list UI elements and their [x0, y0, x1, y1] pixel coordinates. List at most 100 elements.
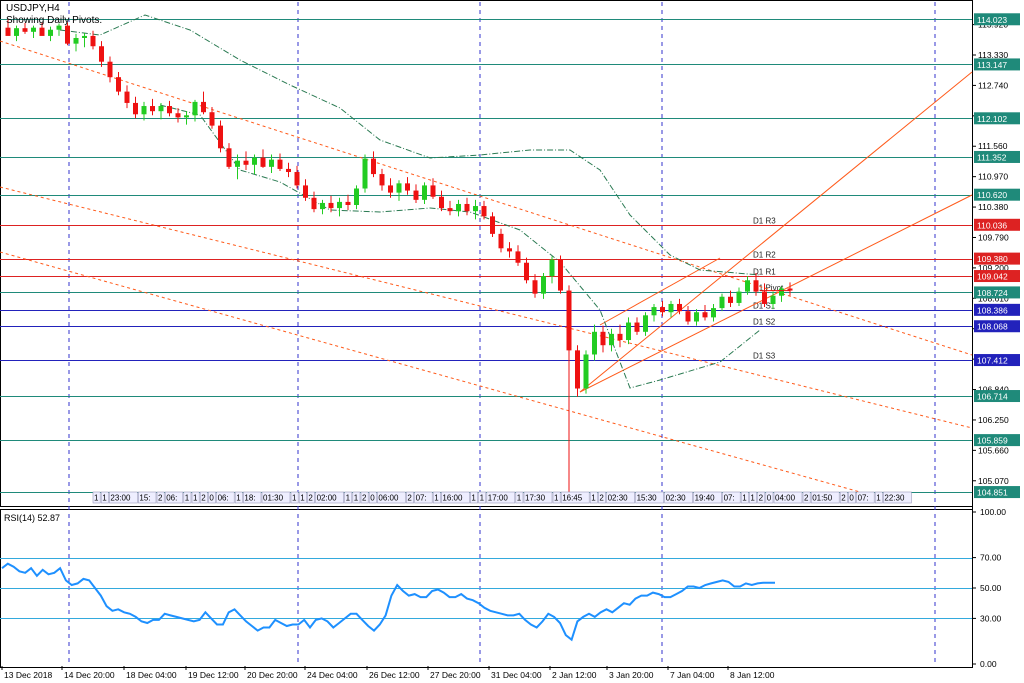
time-tag-20 [360, 491, 369, 504]
price-tick-label-6: 110.380 [978, 202, 1008, 212]
candle-body-56 [481, 206, 487, 217]
main-panel-frame [0, 0, 973, 507]
candle-body-31 [269, 159, 274, 167]
time-tag-label-28: 1 [480, 494, 485, 503]
time-tag-label-46: 2 [804, 494, 809, 503]
candle-body-57 [490, 216, 495, 234]
level-box-107.412 [974, 354, 1020, 367]
time-tag-21 [368, 491, 377, 504]
candle-body-67 [575, 350, 580, 389]
time-tag-14 [290, 491, 299, 504]
price-tick-label-2: 112.740 [978, 80, 1008, 90]
time-tag-5 [164, 491, 184, 504]
time-tag-label-27: 1 [471, 494, 476, 503]
pivot-tag-5: D1 R3 [753, 217, 776, 226]
time-tag-1 [100, 491, 109, 504]
candle-body-3 [31, 27, 36, 32]
price-tick-label-1: 113.330 [978, 50, 1008, 60]
time-tag-label-42: 1 [750, 494, 755, 503]
level-box-110.036 [974, 218, 1020, 231]
time-tag-label-38: 02:30 [666, 494, 687, 503]
time-tag-47 [810, 491, 840, 504]
candle-body-89 [762, 291, 767, 304]
time-tag-51 [874, 491, 883, 504]
candle-body-18 [158, 106, 164, 112]
time-tag-42 [749, 491, 757, 504]
time-tag-50 [856, 491, 875, 504]
candle-body-84 [719, 296, 725, 309]
time-tag-label-40: 07: [724, 494, 735, 503]
level-box-109.380 [974, 252, 1020, 265]
time-tag-label-12: 18: [244, 494, 255, 503]
candle-body-8 [73, 37, 79, 44]
level-box-104.851 [974, 486, 1020, 499]
candle-body-51 [439, 196, 444, 209]
time-tag-label-45: 04:00 [775, 494, 796, 503]
x-label-7: 27 Dec 20:00 [430, 670, 481, 680]
time-tag-label-32: 1 [554, 494, 559, 503]
time-tag-45 [773, 491, 803, 504]
price-tick-label-5: 110.970 [978, 172, 1008, 182]
time-tag-label-1: 1 [102, 494, 107, 503]
time-tag-31 [523, 491, 553, 504]
time-tag-label-9: 0 [209, 494, 214, 503]
time-tag-label-18: 1 [346, 494, 351, 503]
candle-body-38 [328, 202, 334, 209]
candle-body-35 [303, 185, 308, 198]
time-tag-label-5: 06: [166, 494, 177, 503]
time-tag-label-0: 1 [94, 494, 99, 503]
time-tag-17 [315, 491, 344, 504]
candle-body-27 [235, 160, 240, 167]
time-tag-label-50: 07: [858, 494, 869, 503]
candle-body-60 [515, 251, 521, 263]
candle-body-74 [634, 322, 640, 332]
candle-body-34 [294, 172, 300, 186]
time-tag-label-52: 22:30 [884, 494, 905, 503]
time-tag-34 [589, 491, 598, 504]
time-tag-label-34: 1 [591, 494, 596, 503]
time-tag-label-24: 07: [416, 494, 427, 503]
price-tick-label-7: 109.790 [978, 232, 1009, 242]
time-tag-7 [191, 491, 200, 504]
candle-body-92 [787, 288, 793, 291]
envelope-upper [59, 14, 761, 276]
x-label-11: 7 Jan 04:00 [670, 670, 715, 680]
time-tag-0 [92, 491, 101, 504]
price-tick-label-14: 105.660 [978, 445, 1009, 455]
candle-body-65 [558, 259, 563, 291]
candle-body-16 [141, 106, 147, 115]
candle-body-30 [260, 157, 266, 167]
candle-body-77 [660, 307, 665, 313]
x-label-5: 24 Dec 04:00 [307, 670, 358, 680]
candle-body-36 [311, 197, 317, 210]
time-tag-label-31: 17:30 [525, 494, 546, 503]
level-box-106.714 [974, 390, 1020, 403]
level-box-label-112.102: 112.102 [977, 114, 1007, 124]
candle-body-86 [736, 291, 742, 303]
pivot-tag-7: D1 R1 [753, 268, 776, 277]
chart-title: USDJPY,H4 Showing Daily Pivots. [6, 3, 102, 27]
candle-body-40 [345, 201, 351, 205]
candle-body-80 [685, 311, 691, 322]
candle-body-88 [753, 280, 759, 292]
level-box-label-108.068: 108.068 [977, 322, 1008, 332]
candle-body-42 [362, 158, 368, 189]
indicator-note: Showing Daily Pivots. [6, 15, 103, 26]
candle-body-75 [643, 315, 648, 332]
candle-body-82 [702, 312, 708, 318]
rsi-tick-label-1: 70.00 [980, 553, 1002, 563]
time-tag-28 [478, 491, 487, 504]
time-tag-label-37: 15:30 [637, 494, 658, 503]
time-tag-label-14: 1 [292, 494, 297, 503]
rsi-tick-label-3: 30.00 [980, 613, 1002, 623]
level-box-label-104.851: 104.851 [977, 488, 1008, 498]
time-tag-4 [156, 491, 165, 504]
candle-body-44 [379, 174, 385, 186]
time-tag-19 [352, 491, 361, 504]
time-tag-label-35: 2 [599, 494, 604, 503]
candle-body-10 [90, 35, 96, 47]
level-box-label-108.724: 108.724 [977, 288, 1008, 298]
time-tag-label-22: 06:00 [378, 494, 399, 503]
x-label-8: 31 Dec 04:00 [491, 670, 542, 680]
